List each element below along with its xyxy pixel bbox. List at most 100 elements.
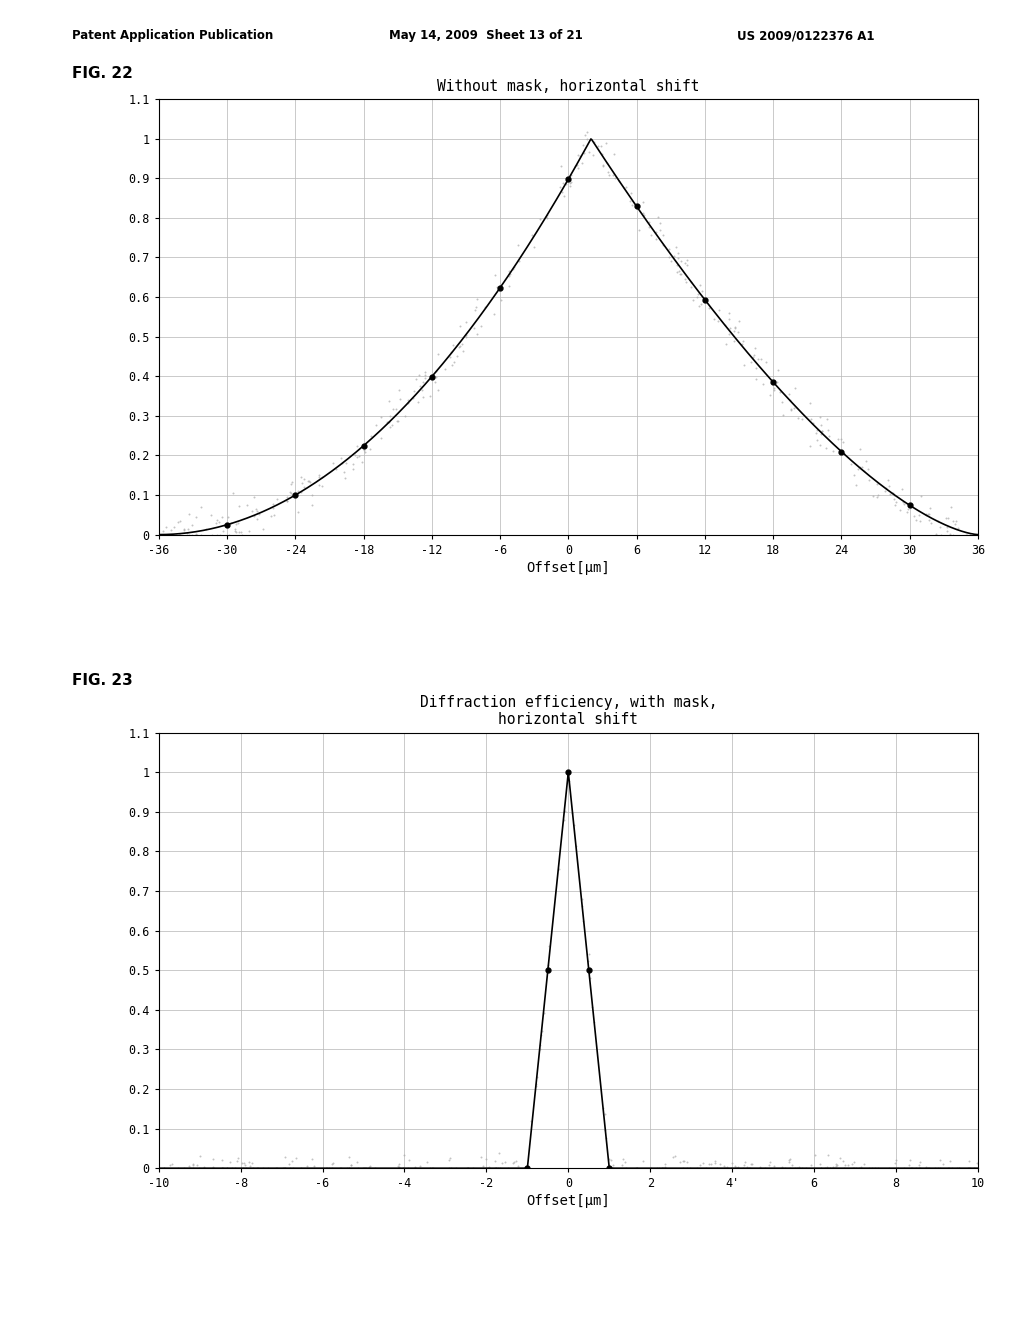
Point [481,1156,498,1177]
Point [283,474,299,495]
Point [170,524,186,545]
Point [554,181,570,202]
Point [670,248,686,269]
Point [573,888,590,909]
Point [233,524,250,545]
Point [824,1156,841,1177]
Point [501,265,517,286]
Point [356,442,373,463]
Point [610,170,627,191]
Point [184,524,201,545]
Point [794,408,810,429]
Point [336,462,352,483]
Point [212,524,228,545]
Point [604,1155,621,1176]
Point [486,1151,503,1172]
Point [204,524,220,545]
Point [846,1151,862,1172]
Point [724,1152,740,1173]
Point [442,1148,459,1170]
Point [669,255,685,276]
Point [601,1148,617,1170]
Point [911,1158,928,1179]
Point [558,174,574,195]
Point [665,1147,681,1168]
Point [236,1158,252,1179]
Point [408,368,424,389]
Point [822,1158,839,1179]
Point [753,348,769,370]
Point [939,516,955,537]
Point [467,300,483,321]
Point [343,1155,359,1176]
Point [156,1158,172,1179]
Point [215,1158,231,1179]
Point [215,520,231,541]
Point [709,1158,725,1179]
Point [392,389,409,411]
Point [861,1158,878,1179]
Point [903,1158,920,1179]
Point [882,475,898,496]
Point [211,511,227,532]
Point [940,1158,956,1179]
Point [780,1150,797,1171]
Point [452,315,468,337]
Point [390,411,407,432]
Point [597,133,613,154]
Point [527,1073,544,1094]
Point [846,465,862,486]
Point [707,1152,723,1173]
Point [304,1148,321,1170]
Point [373,407,389,428]
Point [269,488,286,510]
Point [556,800,572,821]
Point [355,440,372,461]
Point [622,190,638,211]
Point [502,264,518,285]
Point [942,496,958,517]
Point [357,1158,374,1179]
Point [819,1156,836,1177]
Point [894,478,910,499]
Point [425,1158,441,1179]
Point [182,1158,199,1179]
Point [568,836,585,857]
Point [353,451,370,473]
Point [840,1154,856,1175]
Point [748,338,764,359]
Point [664,251,680,272]
Point [411,364,427,385]
Point [662,247,678,268]
Point [380,412,396,433]
Point [921,510,937,531]
Point [561,176,578,197]
Point [693,293,710,314]
Point [742,1158,759,1179]
Point [230,512,247,533]
Point [233,521,250,543]
Point [526,236,543,257]
Point [246,506,262,527]
Point [456,341,472,362]
Point [417,364,433,385]
Point [912,511,929,532]
Point [581,950,597,972]
Point [417,362,433,383]
Point [552,176,568,197]
Point [600,165,616,186]
Point [950,517,967,539]
Point [412,375,428,396]
Point [163,524,179,545]
Point [836,442,852,463]
Point [702,1154,719,1175]
Point [751,348,767,370]
Point [241,520,257,541]
Point [701,1154,718,1175]
Point [528,1074,545,1096]
Point [927,1158,943,1179]
Point [814,421,830,442]
Point [337,467,353,488]
Point [590,135,606,156]
Point [555,809,571,830]
